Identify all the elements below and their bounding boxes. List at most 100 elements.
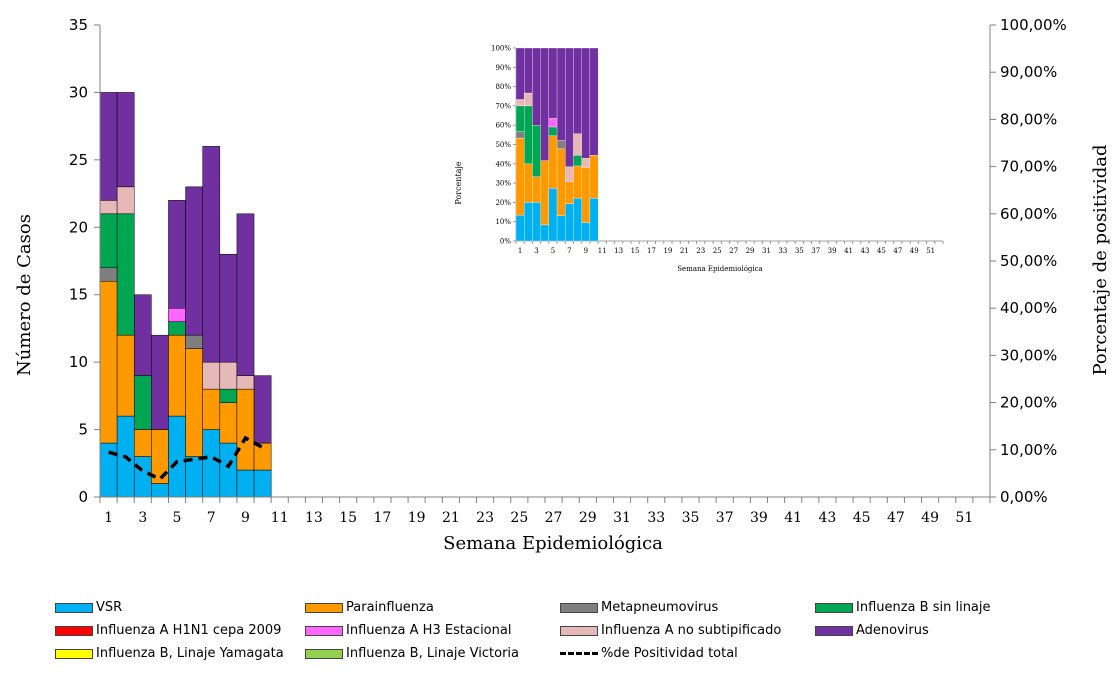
y-tick-label: 20 <box>69 218 88 236</box>
x-tick-label: 33 <box>647 510 665 526</box>
legend-item: %de Positividad total <box>560 646 738 661</box>
inset-bar-segment <box>557 149 565 216</box>
legend-label: Influenza A no subtipificado <box>601 623 781 638</box>
x-tick-label: 35 <box>682 510 700 526</box>
legend-label: Influenza A H3 Estacional <box>346 623 511 638</box>
bar-segment <box>203 389 220 429</box>
x-tick-label: 3 <box>138 510 147 526</box>
inset-bar-segment <box>573 155 581 166</box>
legend-color-swatch <box>560 626 598 636</box>
legend-item: Adenovirus <box>815 623 929 638</box>
legend-color-swatch <box>815 626 853 636</box>
inset-x-tick-label: 5 <box>551 247 555 255</box>
inset-y-tick-label: 80% <box>495 83 511 91</box>
legend-color-swatch <box>305 603 343 613</box>
bar-segment <box>237 389 254 470</box>
bar-segment <box>237 376 254 389</box>
inset-x-tick-label: 7 <box>567 247 571 255</box>
x-tick-label: 25 <box>510 510 528 526</box>
bar-segment <box>186 335 203 348</box>
x-tick-label: 17 <box>373 510 391 526</box>
legend-item: Influenza A no subtipificado <box>560 623 781 638</box>
inset-bar-segment <box>516 106 524 132</box>
inset-bar-segment <box>541 48 549 161</box>
inset-x-tick-label: 1 <box>518 247 522 255</box>
inset-bar-segment <box>532 177 540 203</box>
legend-label: Influenza B, Linaje Victoria <box>346 646 519 661</box>
inset-bar-segment <box>524 202 532 241</box>
inset-bar-segment <box>524 48 532 93</box>
inset-bar-segment <box>516 138 524 215</box>
inset-x-tick-label: 41 <box>844 247 853 255</box>
inset-bar-segment <box>532 125 540 176</box>
legend-item: VSR <box>55 600 122 615</box>
legend-color-swatch <box>305 626 343 636</box>
x-tick-label: 45 <box>853 510 871 526</box>
inset-y-tick-label: 90% <box>495 64 511 72</box>
y2-tick-label: 0,00% <box>1000 488 1048 506</box>
inset-x-tick-label: 19 <box>663 247 672 255</box>
y2-tick-label: 80,00% <box>1000 110 1057 128</box>
inset-bar-segment <box>582 223 590 241</box>
inset-bar-segment <box>524 164 532 203</box>
inset-bar-segment <box>516 48 524 99</box>
inset-y-tick-label: 0% <box>500 238 511 246</box>
y-tick-label: 25 <box>69 151 88 169</box>
bar-segment <box>254 470 271 497</box>
inset-bar-segment <box>541 161 549 225</box>
inset-bar-segment <box>516 99 524 105</box>
inset-x-tick-label: 37 <box>811 247 820 255</box>
x-tick-label: 29 <box>579 510 597 526</box>
inset-x-tick-label: 43 <box>861 247 870 255</box>
x-tick-label: 41 <box>784 510 802 526</box>
inset-bar-segment <box>573 134 581 155</box>
inset-x-tick-label: 35 <box>795 247 804 255</box>
inset-bar-segment <box>557 140 565 148</box>
inset-x-tick-label: 25 <box>713 247 722 255</box>
inset-bar-segment <box>557 48 565 140</box>
inset-x-tick-label: 11 <box>598 247 607 255</box>
inset-bar-segment <box>549 127 557 136</box>
inset-bar-segment <box>549 188 557 241</box>
legend-label: Influenza B, Linaje Yamagata <box>96 646 284 661</box>
bar-segment <box>186 187 203 335</box>
inset-bar-segment <box>524 93 532 106</box>
legend-label: Influenza B sin linaje <box>856 600 991 615</box>
inset-x-tick-label: 23 <box>696 247 705 255</box>
inset-x-tick-label: 51 <box>926 247 935 255</box>
x-tick-label: 19 <box>408 510 426 526</box>
bar-segment <box>100 200 117 213</box>
x-tick-label: 27 <box>545 510 563 526</box>
legend-item: Parainfluenza <box>305 600 434 615</box>
bar-segment <box>100 268 117 281</box>
x-tick-label: 9 <box>241 510 250 526</box>
x-tick-label: 43 <box>818 510 836 526</box>
legend-item: Metapneumovirus <box>560 600 718 615</box>
bar-segment <box>254 443 271 470</box>
legend-line-swatch <box>560 652 598 655</box>
legend-color-swatch <box>55 626 93 636</box>
x-tick-label: 51 <box>955 510 973 526</box>
inset-bar-segment <box>565 182 573 204</box>
bar-segment <box>254 376 271 443</box>
bar-segment <box>100 443 117 497</box>
legend-label: Parainfluenza <box>346 600 434 615</box>
inset-x-axis-title: Semana Epidemiológica <box>677 265 762 273</box>
inset-bar-segment <box>565 167 573 182</box>
bar-segment <box>168 335 185 416</box>
bar-segment <box>134 295 151 376</box>
inset-x-tick-label: 31 <box>762 247 771 255</box>
legend-item: Influenza A H1N1 cepa 2009 <box>55 623 281 638</box>
inset-percent-chart: 0%10%20%30%40%50%60%70%80%90%100%1 3 5 7 9 11… <box>491 45 943 256</box>
legend-label: Metapneumovirus <box>601 600 718 615</box>
bar-segment <box>168 308 185 321</box>
inset-bar-segment <box>565 204 573 241</box>
bar-segment <box>203 362 220 389</box>
inset-y-tick-label: 70% <box>495 102 511 110</box>
inset-x-tick-label: 45 <box>877 247 886 255</box>
x-tick-label: 37 <box>716 510 734 526</box>
inset-bar-segment <box>516 215 524 241</box>
inset-bar-segment <box>565 48 573 167</box>
inset-bar-segment <box>582 158 590 167</box>
inset-bar-segment <box>524 106 532 164</box>
